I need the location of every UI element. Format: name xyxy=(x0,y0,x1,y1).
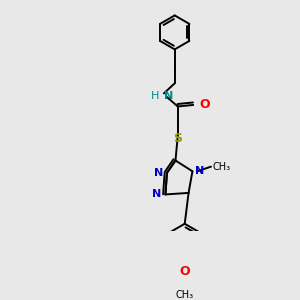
Text: N: N xyxy=(164,91,173,101)
Text: H: H xyxy=(151,91,159,101)
Text: N: N xyxy=(152,189,162,200)
Text: S: S xyxy=(173,132,182,146)
Text: O: O xyxy=(200,98,210,111)
Text: O: O xyxy=(179,265,190,278)
Text: N: N xyxy=(154,168,163,178)
Text: CH₃: CH₃ xyxy=(212,162,231,172)
Text: CH₃: CH₃ xyxy=(176,290,194,300)
Text: N: N xyxy=(195,166,204,176)
